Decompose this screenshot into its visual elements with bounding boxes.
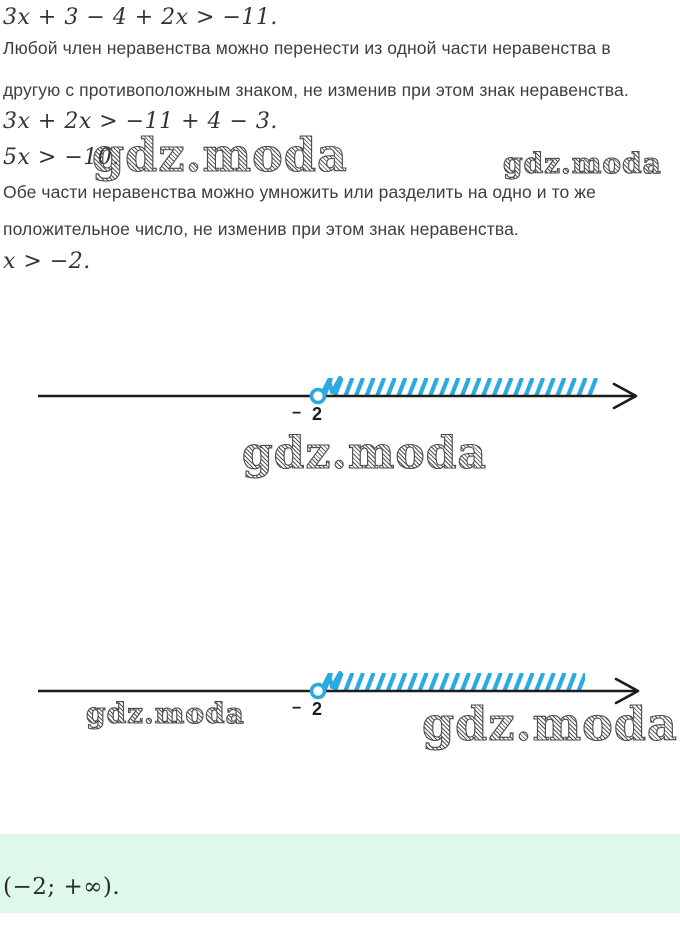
- point-label-minus: −: [292, 700, 301, 717]
- answer-interval: (−2; +∞).: [3, 874, 121, 900]
- equation-step-3: 5x > −10.: [3, 145, 120, 170]
- shade-start-scribble: [320, 671, 342, 691]
- watermark-3: gdz.moda: [241, 427, 488, 479]
- rule-text-line-4: положительное число, не изменив при этом…: [3, 219, 519, 239]
- shaded-region: [322, 673, 585, 692]
- arrowhead-icon: [612, 382, 638, 410]
- answer-highlight-band: (−2; +∞).: [0, 834, 680, 913]
- equation-step-4: x > −2.: [3, 249, 91, 274]
- number-line-2: − 2: [38, 671, 640, 719]
- watermark-1: gdz.moda: [91, 127, 348, 182]
- equation-step-1: 3x + 3 − 4 + 2x > −11.: [3, 5, 278, 30]
- shade-start-scribble: [320, 376, 342, 396]
- rule-text-line-2: другую с противоположным знаком, не изме…: [3, 80, 629, 100]
- watermark-5: gdz.moda: [421, 696, 678, 751]
- number-line-1: − 2: [38, 376, 638, 424]
- point-label-value: 2: [312, 404, 322, 424]
- watermark-4: gdz.moda: [85, 696, 245, 730]
- point-label-value: 2: [312, 699, 322, 719]
- point-label-minus: −: [292, 405, 301, 422]
- equation-step-2: 3x + 2x > −11 + 4 − 3.: [3, 109, 278, 134]
- rule-text-line-3: Обе части неравенства можно умножить или…: [3, 182, 596, 202]
- open-circle-point: [309, 682, 327, 700]
- watermark-2: gdz.moda: [502, 146, 662, 180]
- shaded-region: [322, 378, 598, 397]
- open-circle-point: [309, 387, 327, 405]
- rule-text-line-1: Любой член неравенства можно перенести и…: [3, 38, 611, 58]
- arrowhead-icon: [614, 677, 640, 705]
